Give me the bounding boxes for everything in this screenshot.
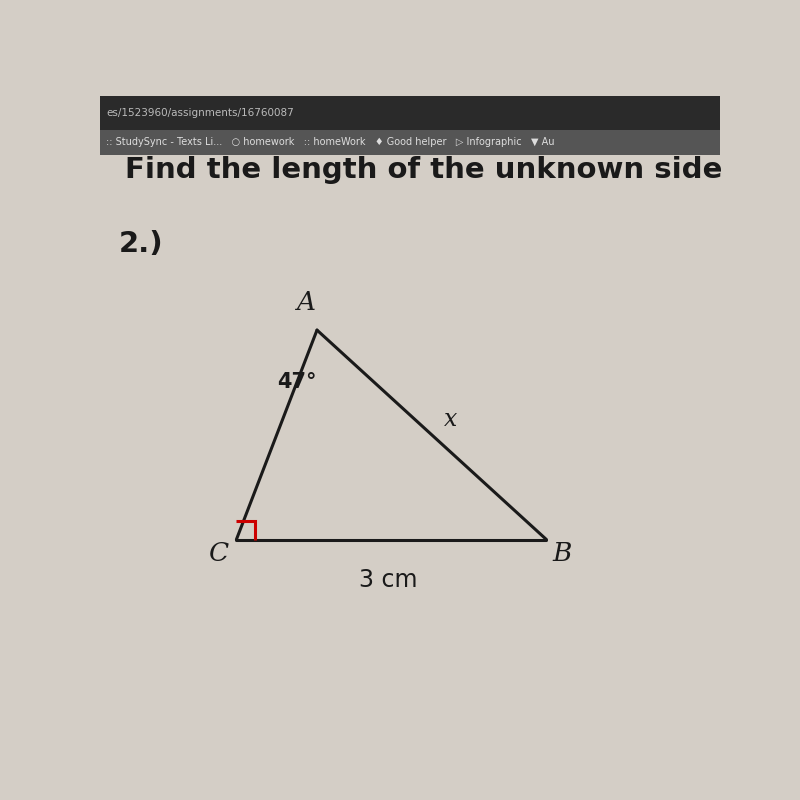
Text: B: B [552, 541, 571, 566]
Text: A: A [296, 290, 315, 315]
Text: C: C [209, 541, 229, 566]
Bar [100, 130, 720, 154]
Text: 2.): 2.) [118, 230, 163, 258]
Text: x: x [444, 408, 457, 431]
Text: es/1523960/assignments/16760087: es/1523960/assignments/16760087 [106, 108, 294, 118]
Text: :: StudySync - Texts Li...   ○ homework   :: homeWork   ♦ Good helper   ▷ Infogr: :: StudySync - Texts Li... ○ homework ::… [106, 137, 554, 147]
Bar [100, 96, 720, 130]
Text: 3 cm: 3 cm [359, 567, 418, 591]
Text: 47°: 47° [277, 373, 316, 393]
Text: Find the length of the unknown side: Find the length of the unknown side [125, 156, 722, 184]
